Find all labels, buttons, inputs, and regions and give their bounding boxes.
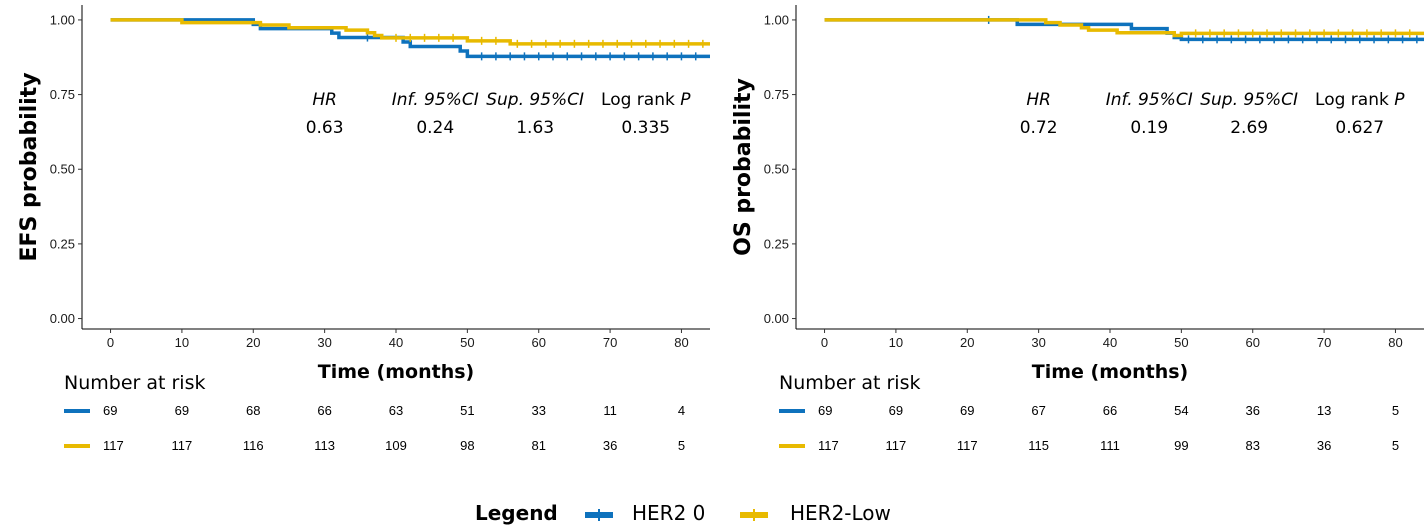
y-tick-label: 0.25 bbox=[50, 236, 75, 251]
x-tick-label: 80 bbox=[1388, 335, 1402, 350]
risk-value: 117 bbox=[818, 438, 839, 453]
risk-value: 5 bbox=[1392, 438, 1399, 453]
stats-header: Inf. 95%CI bbox=[1106, 90, 1193, 110]
legend: Legend HER2 0 HER2-Low bbox=[475, 501, 891, 525]
risk-value: 51 bbox=[460, 403, 474, 418]
legend-swatch-her2-low bbox=[740, 509, 768, 521]
risk-value: 117 bbox=[957, 438, 978, 453]
risk-value: 115 bbox=[1028, 438, 1049, 453]
legend-label-her2-low: HER2-Low bbox=[790, 501, 891, 525]
y-axis-title: EFS probability bbox=[17, 72, 42, 261]
risk-value: 69 bbox=[175, 403, 189, 418]
y-tick-label: 0.50 bbox=[50, 162, 75, 177]
x-tick-label: 0 bbox=[821, 335, 828, 350]
stats-header: Sup. 95%CI bbox=[1200, 90, 1298, 110]
stats-value: 2.69 bbox=[1230, 118, 1268, 138]
legend-swatch-her2-0 bbox=[585, 509, 613, 521]
stats-value: 0.72 bbox=[1020, 118, 1058, 138]
curve-her2-0 bbox=[824, 18, 1424, 42]
stats-value: 0.627 bbox=[1335, 118, 1384, 138]
risk-value: 109 bbox=[385, 438, 407, 453]
x-tick-label: 60 bbox=[1245, 335, 1259, 350]
risk-value: 69 bbox=[960, 403, 974, 418]
risk-table-title: Number at risk bbox=[779, 372, 921, 394]
risk-value: 63 bbox=[389, 403, 403, 418]
stats-value: 1.63 bbox=[516, 118, 554, 138]
risk-value: 117 bbox=[886, 438, 907, 453]
y-tick-label: 0.75 bbox=[764, 87, 789, 102]
y-tick-label: 0.50 bbox=[764, 162, 789, 177]
risk-value: 36 bbox=[603, 438, 617, 453]
risk-value: 66 bbox=[1103, 403, 1117, 418]
risk-value: 68 bbox=[246, 403, 260, 418]
risk-value: 54 bbox=[1174, 403, 1188, 418]
x-tick-label: 20 bbox=[246, 335, 260, 350]
risk-value: 111 bbox=[1100, 438, 1120, 453]
y-tick-label: 0.00 bbox=[50, 311, 75, 326]
risk-value: 113 bbox=[314, 438, 335, 453]
risk-value: 116 bbox=[243, 438, 264, 453]
risk-value: 117 bbox=[103, 438, 124, 453]
y-tick-label: 0.75 bbox=[50, 87, 75, 102]
x-tick-label: 60 bbox=[531, 335, 545, 350]
x-tick-label: 80 bbox=[674, 335, 688, 350]
risk-value: 117 bbox=[172, 438, 193, 453]
x-axis-title: Time (months) bbox=[1032, 361, 1188, 383]
x-tick-label: 50 bbox=[460, 335, 474, 350]
risk-value: 83 bbox=[1245, 438, 1259, 453]
x-tick-label: 10 bbox=[175, 335, 189, 350]
stats-value: 0.63 bbox=[306, 118, 344, 138]
x-tick-label: 70 bbox=[1317, 335, 1331, 350]
risk-value: 5 bbox=[678, 438, 685, 453]
risk-value: 81 bbox=[531, 438, 545, 453]
risk-value: 13 bbox=[1317, 403, 1331, 418]
stats-value: 0.335 bbox=[621, 118, 670, 138]
curve-her2-low bbox=[110, 18, 710, 46]
risk-value: 36 bbox=[1317, 438, 1331, 453]
stats-header: HR bbox=[312, 90, 337, 110]
y-tick-label: 0.25 bbox=[764, 236, 789, 251]
risk-value: 69 bbox=[103, 403, 117, 418]
risk-table-title: Number at risk bbox=[64, 372, 206, 394]
risk-value: 99 bbox=[1174, 438, 1188, 453]
risk-value: 67 bbox=[1031, 403, 1045, 418]
stats-header: HR bbox=[1026, 90, 1051, 110]
x-axis-title: Time (months) bbox=[318, 361, 474, 383]
stats-value: 0.19 bbox=[1130, 118, 1168, 138]
stats-header: Inf. 95%CI bbox=[392, 90, 479, 110]
x-tick-label: 20 bbox=[960, 335, 974, 350]
x-tick-label: 0 bbox=[107, 335, 114, 350]
x-tick-label: 70 bbox=[603, 335, 617, 350]
risk-value: 69 bbox=[889, 403, 903, 418]
risk-value: 11 bbox=[603, 403, 617, 418]
risk-value: 33 bbox=[531, 403, 545, 418]
x-tick-label: 30 bbox=[1031, 335, 1045, 350]
stats-header: Log rank P bbox=[601, 90, 691, 110]
os-panel: 0.00 0.25 0.50 0.75 1.00 0 10 20 30 40 50 60 70 80 OS … bbox=[731, 5, 1424, 453]
curve-her2-low bbox=[824, 18, 1424, 38]
legend-title: Legend bbox=[475, 501, 558, 525]
stats-value: 0.24 bbox=[416, 118, 454, 138]
efs-panel: 0.00 0.25 0.50 0.75 1.00 0 10 20 30 40 50 60 70 80 EFS… bbox=[17, 5, 710, 453]
x-tick-label: 10 bbox=[889, 335, 903, 350]
x-tick-label: 30 bbox=[317, 335, 331, 350]
x-tick-label: 40 bbox=[1103, 335, 1117, 350]
risk-value: 66 bbox=[317, 403, 331, 418]
risk-value: 36 bbox=[1245, 403, 1259, 418]
risk-value: 98 bbox=[460, 438, 474, 453]
stats-header: Log rank P bbox=[1315, 90, 1405, 110]
y-tick-label: 1.00 bbox=[50, 12, 75, 27]
risk-value: 4 bbox=[678, 403, 685, 418]
y-tick-label: 0.00 bbox=[764, 311, 789, 326]
y-tick-label: 1.00 bbox=[764, 12, 789, 27]
x-tick-label: 50 bbox=[1174, 335, 1188, 350]
legend-label-her2-0: HER2 0 bbox=[632, 501, 705, 525]
risk-value: 69 bbox=[818, 403, 832, 418]
y-axis-title: OS probability bbox=[731, 78, 756, 256]
stats-header: Sup. 95%CI bbox=[486, 90, 584, 110]
x-tick-label: 40 bbox=[389, 335, 403, 350]
risk-value: 5 bbox=[1392, 403, 1399, 418]
